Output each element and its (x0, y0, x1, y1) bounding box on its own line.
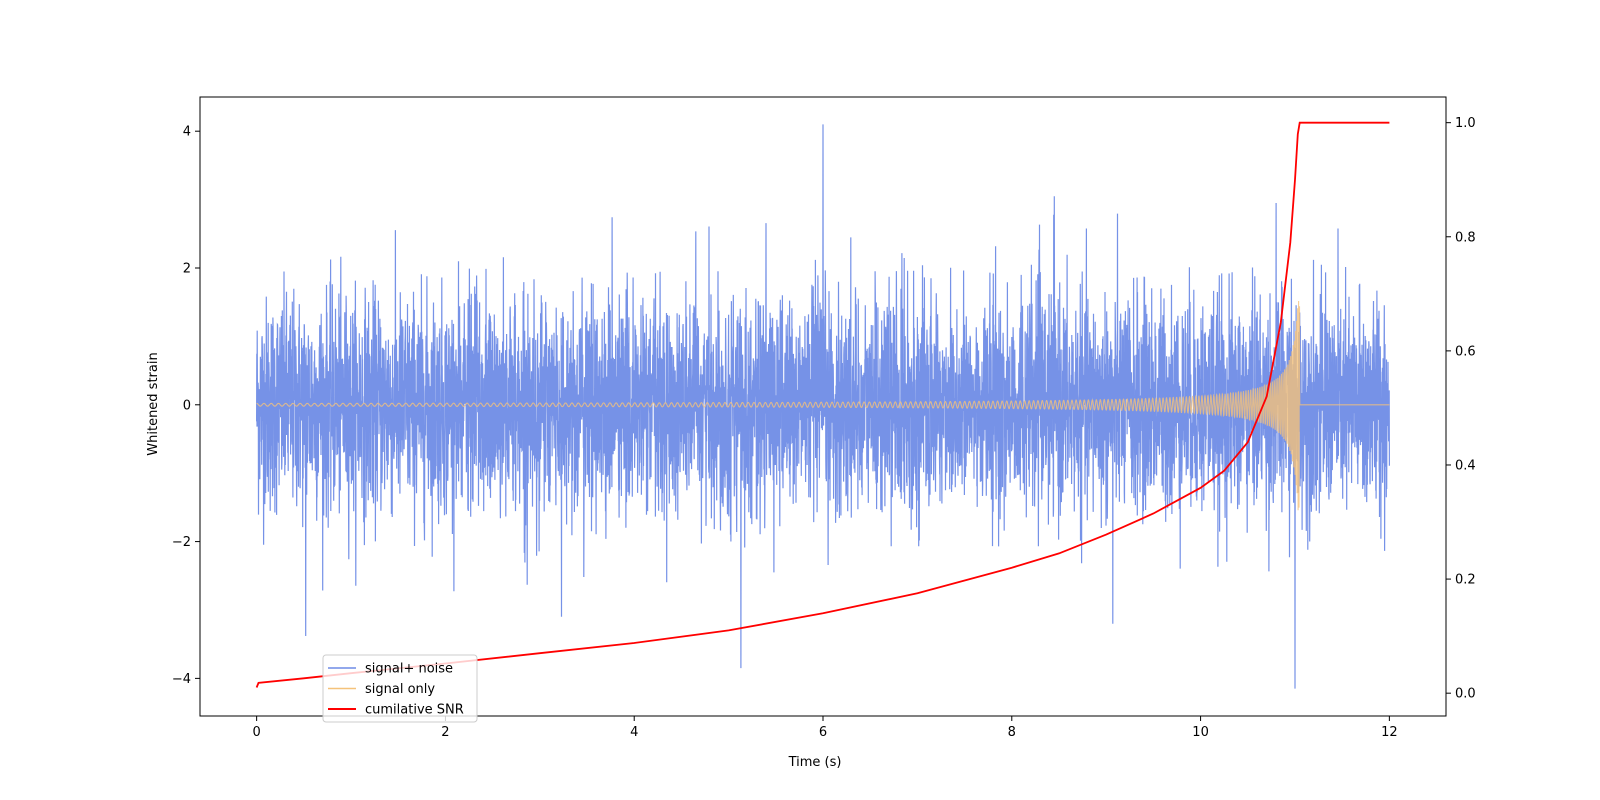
y-tick-label-left: 2 (183, 261, 191, 276)
y-tick-label-right: 0.8 (1455, 230, 1476, 245)
series-signal-noise-line (256, 124, 1390, 689)
x-tick-label: 4 (630, 725, 638, 740)
y-tick-label-left: −2 (172, 535, 191, 550)
y-tick-label-right: 0.0 (1455, 687, 1476, 702)
x-tick-label: 12 (1381, 725, 1398, 740)
x-tick-label: 6 (819, 725, 827, 740)
y-tick-label-left: 0 (183, 398, 191, 413)
legend: signal+ noise signal only cumilative SNR (322, 654, 478, 723)
series-signal-only-line (256, 300, 1390, 511)
legend-box (322, 654, 478, 723)
y-axis-label-left: Whitened strain (146, 352, 161, 455)
y-tick-label-right: 0.4 (1455, 458, 1476, 473)
y-tick-label-right: 1.0 (1455, 116, 1476, 131)
x-tick-label: 8 (1008, 725, 1016, 740)
axes: 0 2 4 6 8 10 12 −4 −2 0 2 4 0.0 0.2 0.4 0.6 0.8 1.0 (172, 96, 1476, 740)
x-tick-label: 10 (1192, 725, 1209, 740)
plot-area (255, 121, 1390, 689)
x-tick-label: 0 (252, 725, 260, 740)
legend-label: cumilative SNR (365, 703, 464, 718)
y-tick-label-left: −4 (172, 672, 191, 687)
y-tick-label-right: 0.2 (1455, 573, 1476, 588)
x-tick-label: 2 (441, 725, 449, 740)
legend-label: signal only (365, 682, 435, 697)
y-tick-label-right: 0.6 (1455, 344, 1476, 359)
y-tick-label-left: 4 (183, 125, 191, 140)
x-axis-label: Time (s) (788, 755, 842, 770)
legend-label: signal+ noise (365, 662, 453, 677)
